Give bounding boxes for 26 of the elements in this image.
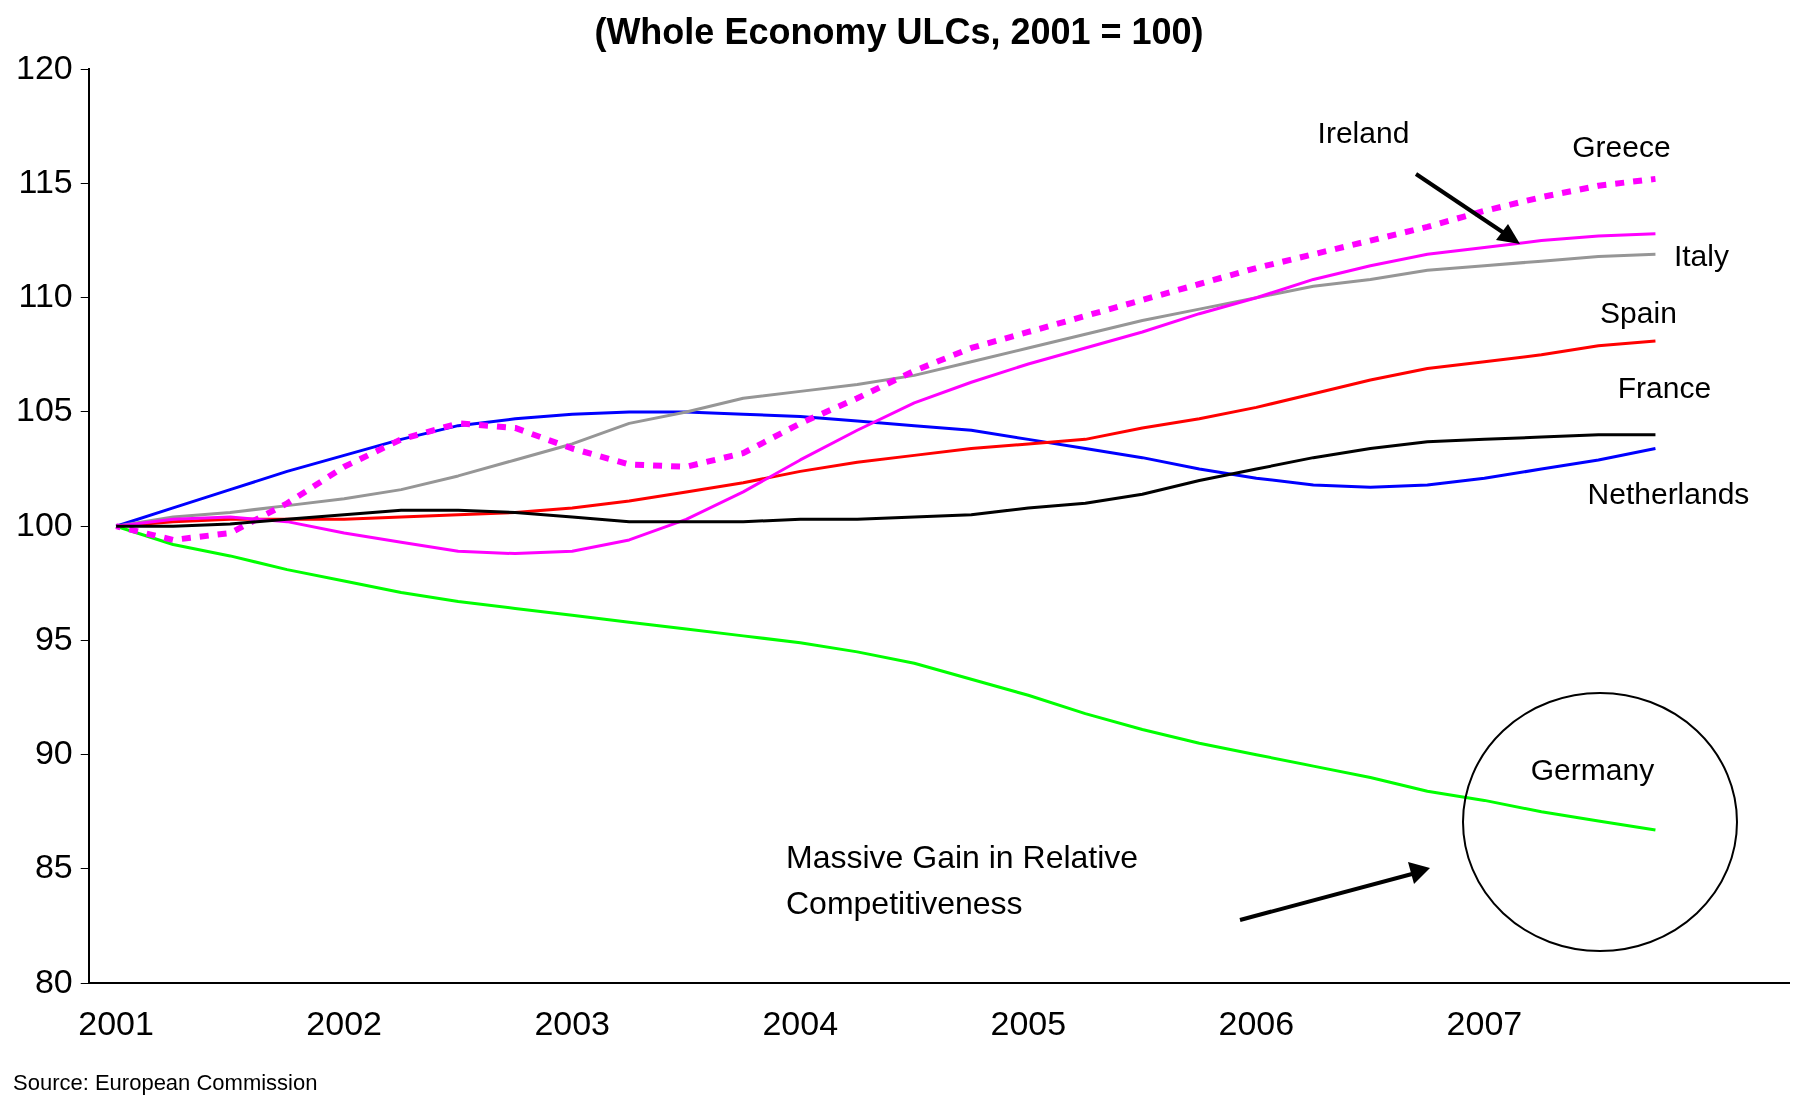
y-tick-label: 95 (34, 618, 73, 657)
series-label: Spain (1600, 296, 1677, 330)
y-tick-label: 115 (18, 161, 73, 200)
y-tick-label: 100 (15, 504, 73, 543)
y-tick-label: 85 (34, 847, 73, 886)
y-tick-label: 110 (18, 276, 73, 315)
x-tick-label: 2007 (1446, 1003, 1523, 1042)
series-label: Germany (1530, 753, 1655, 787)
y-tick-label: 105 (15, 390, 73, 429)
y-tick-label: 80 (34, 961, 73, 1000)
series-label: Italy (1673, 238, 1729, 272)
x-tick-label: 2001 (78, 1003, 154, 1042)
chart-title: (Whole Economy ULCs, 2001 = 100) (594, 10, 1204, 52)
x-tick-label: 2004 (762, 1003, 839, 1042)
series-label: France (1617, 371, 1712, 405)
x-tick-label: 2006 (1218, 1003, 1295, 1042)
annotation: Massive Gain in Relative Competitiveness (786, 838, 1140, 923)
x-tick-label: 2003 (534, 1003, 611, 1042)
series-label: Netherlands (1587, 476, 1750, 510)
y-tick-label: 120 (15, 47, 73, 86)
source-note: Source: European Commission (13, 1070, 318, 1096)
series-label: Greece (1572, 130, 1671, 164)
text: Ireland (1317, 115, 1410, 149)
x-tick-label: 2002 (306, 1003, 382, 1042)
x-tick-label: 2005 (990, 1003, 1067, 1042)
y-tick-label: 90 (34, 733, 73, 772)
